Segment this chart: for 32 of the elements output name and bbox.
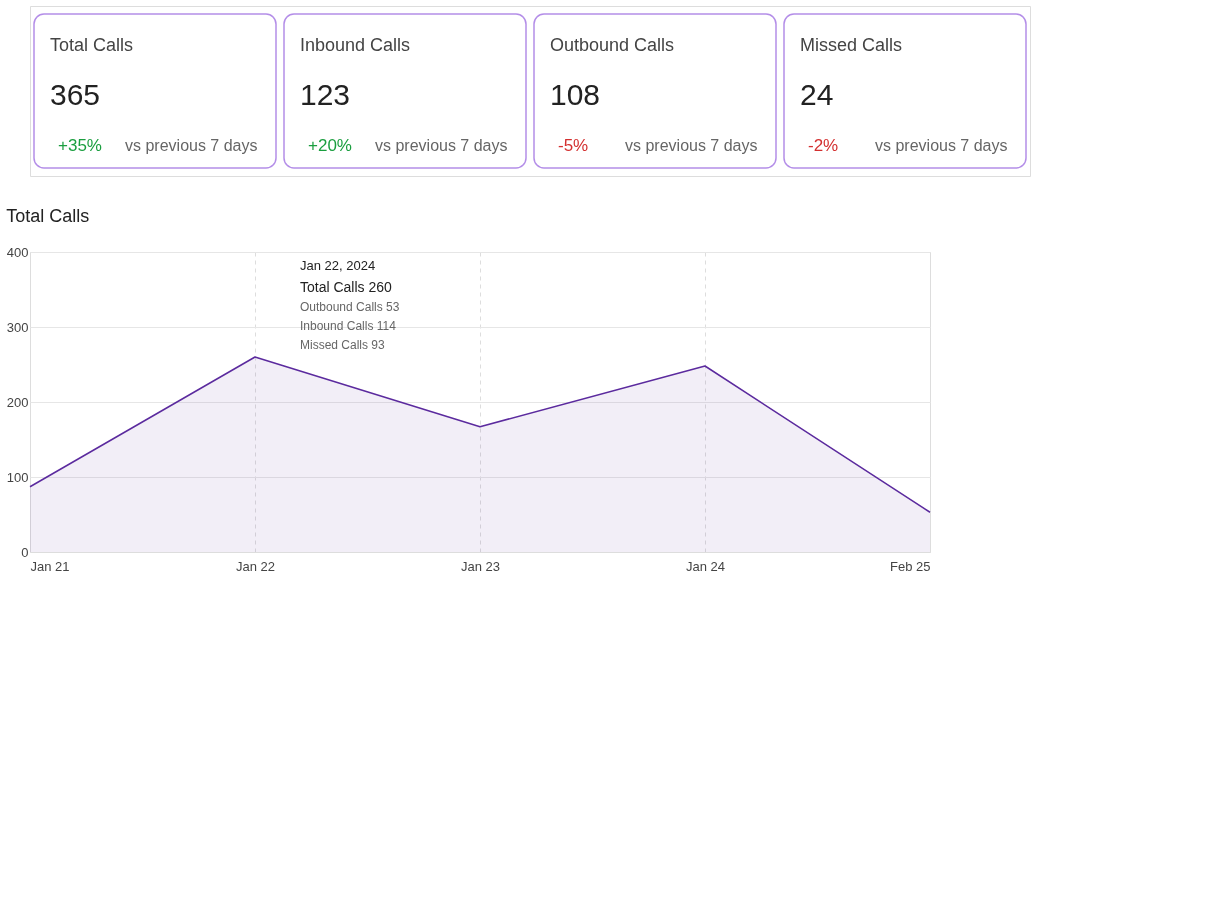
- chart-title: Total Calls: [6, 206, 90, 226]
- x-tick-label: Jan 21: [30, 558, 70, 574]
- y-tick-label: 300: [6, 319, 29, 335]
- text: +35%: [58, 136, 102, 155]
- text: +20%: [308, 136, 352, 155]
- text: vs previous 7 days: [625, 137, 758, 154]
- annotation: Inbound Calls 114: [300, 319, 397, 333]
- text: 365: [50, 78, 101, 111]
- text: 108: [550, 78, 601, 111]
- text: 123: [300, 78, 351, 111]
- x-tick-label: Feb 25: [890, 558, 931, 574]
- x-tick-label: Jan 22: [235, 558, 276, 574]
- text: vs previous 7 days: [125, 137, 258, 154]
- text: vs previous 7 days: [375, 137, 508, 154]
- annotation: Missed Calls 93: [300, 338, 386, 352]
- text: Inbound Calls: [300, 35, 411, 55]
- text: -2%: [808, 136, 839, 155]
- text: -5%: [558, 136, 589, 155]
- text: Total Calls: [50, 35, 134, 55]
- y-tick-label: 200: [6, 394, 29, 410]
- annotation: Jan 22, 2024: [300, 258, 376, 273]
- y-tick-label: 100: [6, 469, 29, 485]
- text: Missed Calls: [800, 35, 903, 55]
- text: vs previous 7 days: [875, 137, 1008, 154]
- text: 24: [800, 78, 834, 111]
- y-tick-label: 0: [21, 544, 29, 560]
- text: Outbound Calls: [550, 35, 675, 55]
- x-tick-label: Jan 23: [460, 558, 501, 574]
- annotation: Outbound Calls 53: [300, 300, 400, 314]
- x-tick-label: Jan 24: [685, 558, 726, 574]
- y-tick-label: 400: [6, 244, 29, 260]
- annotation: Total Calls 260: [300, 279, 393, 295]
